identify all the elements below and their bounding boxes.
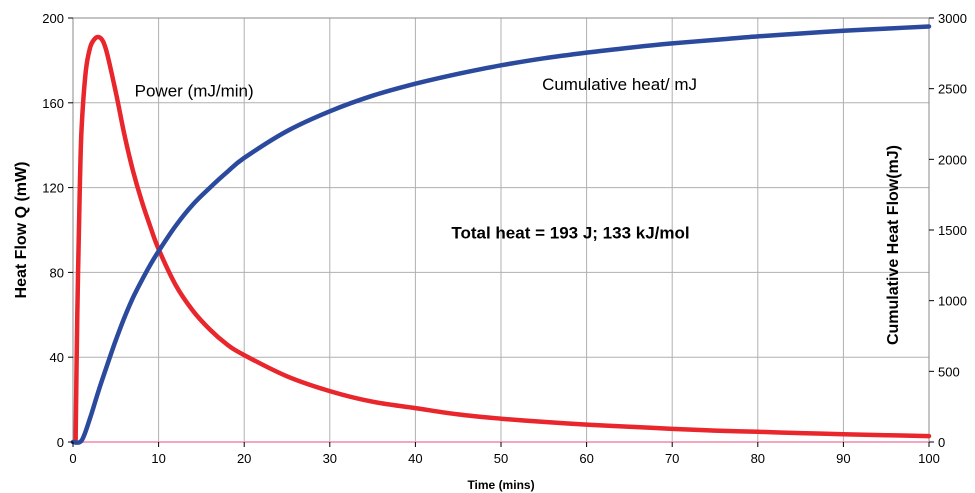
- y-tick-label: 200: [42, 11, 64, 26]
- y-tick-label: 0: [57, 435, 64, 450]
- x-tick-label: 100: [918, 451, 940, 466]
- x-tick-label: 60: [579, 451, 593, 466]
- power-series-line: [73, 34, 932, 445]
- y-axis-title: Heat Flow Q (mW): [13, 162, 30, 299]
- x-tick-label: 70: [665, 451, 679, 466]
- y2-axis-title: Cumulative Heat Flow(mJ): [885, 145, 902, 345]
- y2-tick-label: 0: [938, 435, 945, 450]
- x-tick-label: 80: [751, 451, 765, 466]
- y-tick-label: 80: [50, 265, 64, 280]
- annotation-layer: Power (mJ/min) Cumulative heat/ mJ Total h…: [135, 75, 697, 242]
- x-tick-label: 0: [69, 451, 76, 466]
- x-tick-label: 30: [323, 451, 337, 466]
- tick-layer: 0 10 20 30 40 50 60 70 80 90 100040801201602000500…: [42, 11, 967, 466]
- cumulative-series-label: Cumulative heat/ mJ: [542, 75, 697, 94]
- y-tick-label: 40: [50, 350, 64, 365]
- x-tick-label: 40: [408, 451, 422, 466]
- x-tick-label: 90: [836, 451, 850, 466]
- cumulative-heat-series-line: [70, 24, 932, 445]
- series-layer: [70, 24, 932, 445]
- power-series-label: Power (mJ/min): [135, 81, 254, 100]
- y-tick-label: 160: [42, 96, 64, 111]
- y2-tick-label: 2500: [938, 82, 967, 97]
- y2-tick-label: 1000: [938, 294, 967, 309]
- y2-tick-label: 3000: [938, 11, 967, 26]
- y2-tick-label: 2000: [938, 152, 967, 167]
- x-axis-title: Time (mins): [467, 478, 534, 492]
- y2-tick-label: 500: [938, 364, 960, 379]
- x-tick-label: 10: [151, 451, 165, 466]
- x-tick-label: 20: [237, 451, 251, 466]
- x-tick-label: 50: [494, 451, 508, 466]
- total-heat-annotation: Total heat = 193 J; 133 kJ/mol: [451, 223, 689, 242]
- y2-tick-label: 1500: [938, 223, 967, 238]
- y-tick-label: 120: [42, 181, 64, 196]
